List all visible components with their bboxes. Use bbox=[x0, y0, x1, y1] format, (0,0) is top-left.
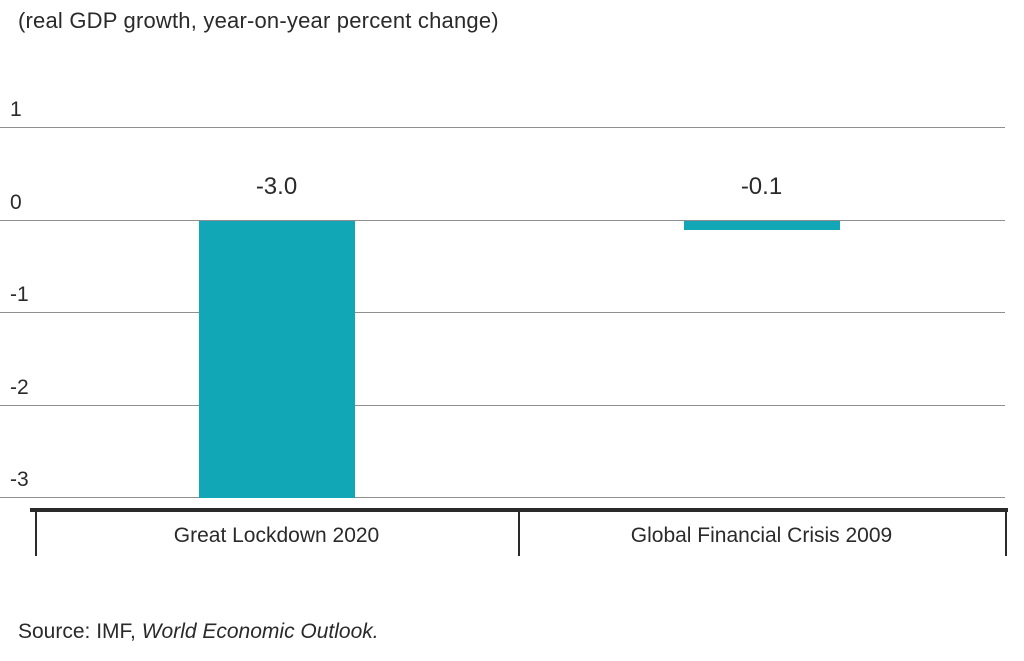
bar-value-label: -0.1 bbox=[740, 172, 783, 200]
category-label: Global Financial Crisis 2009 bbox=[630, 524, 893, 547]
gridline bbox=[0, 312, 1005, 313]
chart-subtitle: (real GDP growth, year-on-year percent c… bbox=[18, 8, 499, 33]
y-axis-tick-label: 1 bbox=[10, 98, 22, 121]
y-axis-tick-label: -1 bbox=[10, 283, 29, 306]
y-axis-tick-label: -3 bbox=[10, 468, 29, 491]
gridline bbox=[0, 404, 1005, 406]
gridline bbox=[0, 127, 1005, 128]
y-axis-tick-label: -2 bbox=[10, 375, 29, 399]
category-axis-tick bbox=[1005, 508, 1007, 556]
category-label: Great Lockdown 2020 bbox=[173, 524, 380, 547]
bar-1 bbox=[198, 220, 355, 498]
category-axis-tick bbox=[35, 508, 37, 556]
source-note: Source: IMF, World Economic Outlook. bbox=[18, 620, 379, 644]
category-axis-tick bbox=[518, 508, 520, 556]
gridline bbox=[0, 219, 1005, 221]
bar-value-label: -3.0 bbox=[255, 172, 298, 200]
source-publication: World Economic Outlook. bbox=[141, 620, 379, 643]
source-text: Source: IMF, bbox=[18, 620, 142, 643]
bar-2 bbox=[683, 220, 840, 230]
gridline bbox=[0, 497, 1005, 498]
y-axis-tick-label: 0 bbox=[10, 190, 22, 214]
